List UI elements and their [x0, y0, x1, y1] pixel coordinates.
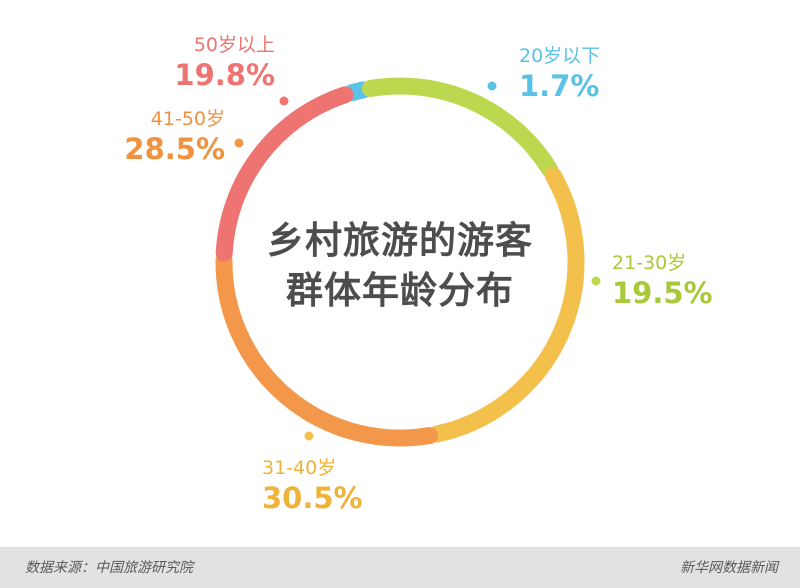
- value-label: 28.5%: [124, 132, 225, 166]
- chart-title: 乡村旅游的游客 群体年龄分布: [230, 216, 570, 316]
- donut-chart: [215, 77, 601, 447]
- label-marker-0: [487, 81, 497, 91]
- category-label: 20岁以下: [519, 45, 601, 67]
- donut-slice-3: [215, 251, 439, 447]
- donut-slice-1: [361, 77, 558, 178]
- label-marker-4: [279, 96, 289, 106]
- data-source: 数据来源：中国旅游研究院: [25, 560, 193, 576]
- category-label: 31-40岁: [262, 457, 337, 479]
- brand-credit: 新华网数据新闻: [680, 560, 778, 576]
- value-label: 30.5%: [262, 481, 363, 515]
- category-label: 21-30岁: [612, 252, 687, 274]
- label-41-50: 41-50岁 28.5%: [124, 107, 225, 167]
- chart-title-line-1: 乡村旅游的游客: [267, 219, 533, 262]
- label-20-below: 20岁以下 1.7%: [519, 44, 600, 104]
- donut-slice-2: [428, 166, 585, 443]
- value-label: 19.5%: [612, 276, 713, 310]
- label-marker-2: [304, 431, 314, 441]
- donut-slice-4: [215, 86, 354, 262]
- label-31-40: 31-40岁 30.5%: [262, 456, 363, 516]
- value-label: 19.8%: [174, 58, 275, 92]
- chart-area: 乡村旅游的游客 群体年龄分布 20岁以下 1.7% 21-30岁 19.5% 3…: [124, 33, 713, 516]
- label-marker-1: [591, 276, 601, 286]
- value-label: 1.7%: [519, 69, 600, 103]
- label-marker-3: [234, 138, 244, 148]
- donut-slice-0: [343, 81, 372, 102]
- label-21-30: 21-30岁 19.5%: [612, 251, 713, 311]
- category-label: 50岁以上: [193, 34, 275, 56]
- chart-title-line-2: 群体年龄分布: [286, 269, 514, 312]
- footer-bar: 数据来源：中国旅游研究院 新华网数据新闻: [0, 547, 800, 588]
- category-label: 41-50岁: [150, 108, 225, 130]
- label-50-above: 50岁以上 19.8%: [174, 33, 275, 93]
